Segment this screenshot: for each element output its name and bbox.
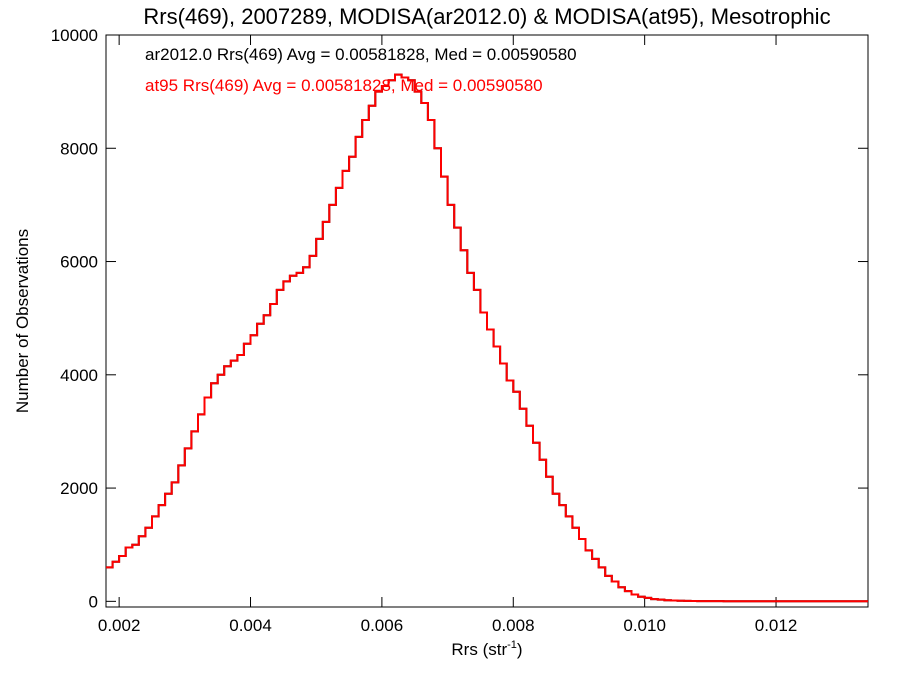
y-axis-ticks: 0 2000 4000 6000 8000 10000 bbox=[51, 26, 868, 611]
y-tick-label: 6000 bbox=[60, 253, 98, 272]
y-axis-label: Number of Observations bbox=[13, 229, 32, 413]
x-axis-label: Rrs (str-1) bbox=[451, 639, 522, 659]
x-tick-label: 0.012 bbox=[755, 616, 798, 635]
y-tick-label: 0 bbox=[89, 592, 98, 611]
x-axis-label-superscript: -1 bbox=[507, 639, 517, 651]
y-tick-label: 4000 bbox=[60, 366, 98, 385]
y-tick-label: 8000 bbox=[60, 139, 98, 158]
series-layer bbox=[106, 73, 868, 603]
x-tick-label: 0.010 bbox=[623, 616, 666, 635]
x-tick-label: 0.004 bbox=[229, 616, 272, 635]
annotation-ar2012: ar2012.0 Rrs(469) Avg = 0.00581828, Med … bbox=[145, 45, 577, 64]
x-axis-ticks: 0.002 0.004 0.006 0.008 0.010 0.012 bbox=[98, 35, 797, 635]
series-line-at95 bbox=[106, 73, 868, 603]
plot-frame bbox=[105, 34, 869, 608]
chart-title: Rrs(469), 2007289, MODISA(ar2012.0) & MO… bbox=[143, 4, 830, 29]
y-tick-label: 2000 bbox=[60, 479, 98, 498]
y-tick-label: 10000 bbox=[51, 26, 98, 45]
x-tick-label: 0.006 bbox=[361, 616, 404, 635]
annotation-at95: at95 Rrs(469) Avg = 0.00581828, Med = 0.… bbox=[145, 76, 543, 95]
x-tick-label: 0.008 bbox=[492, 616, 535, 635]
x-tick-label: 0.002 bbox=[98, 616, 141, 635]
plot-area: 0.002 0.004 0.006 0.008 0.010 0.012 0 2000 4000… bbox=[51, 26, 869, 635]
x-axis-label-main: Rrs (str bbox=[451, 640, 507, 659]
x-axis-label-tail: ) bbox=[517, 640, 523, 659]
